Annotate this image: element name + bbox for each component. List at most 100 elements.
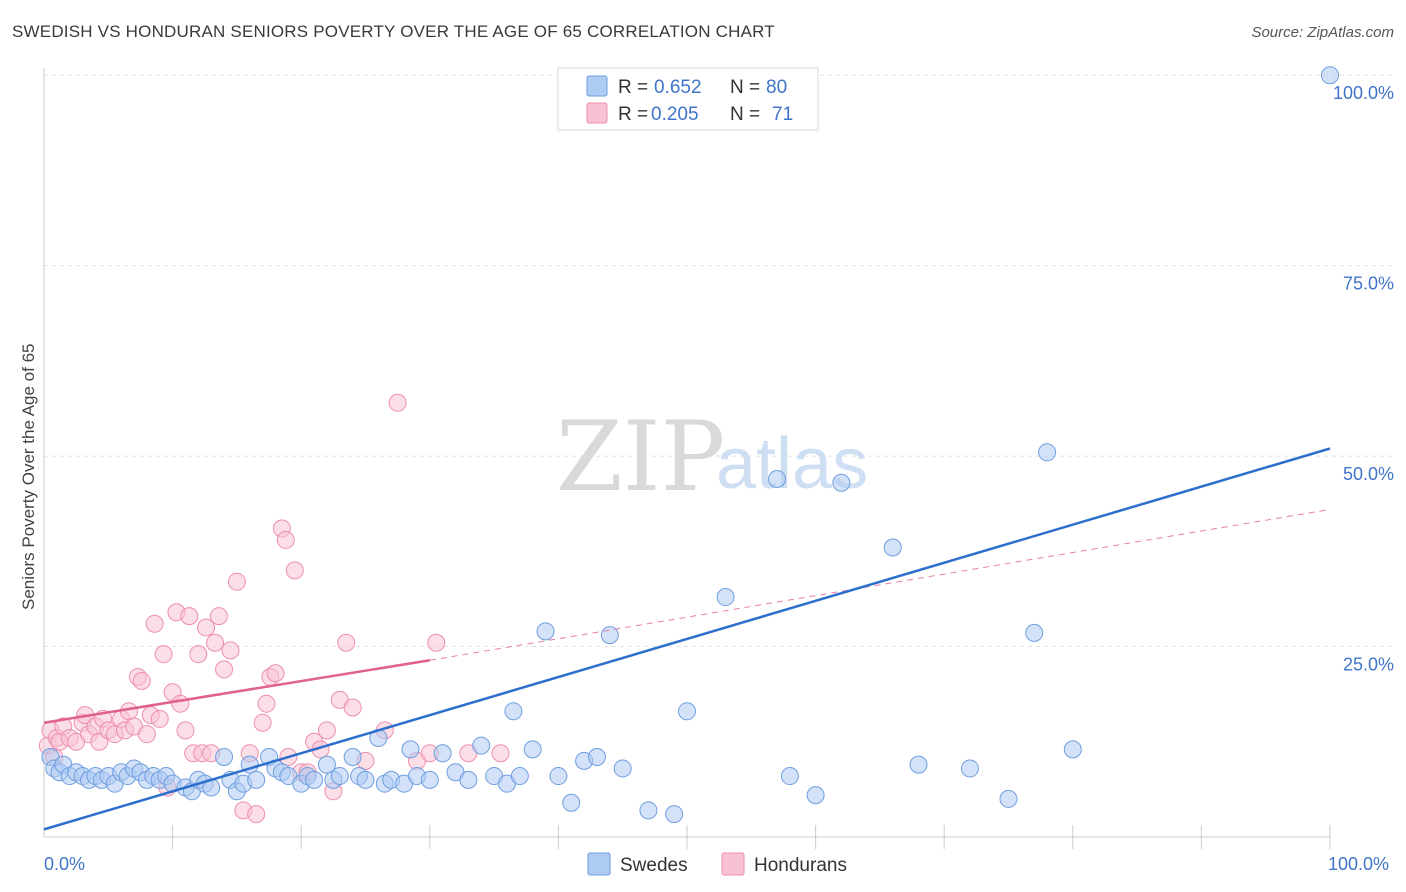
hondurans-point bbox=[427, 633, 446, 652]
watermark-atlas: atlas bbox=[716, 424, 868, 504]
legend-swedes-n-label: N = bbox=[730, 77, 760, 98]
watermark-zip: ZIP bbox=[556, 401, 725, 513]
legend-hondurans-r-value: 0.205 bbox=[651, 104, 699, 125]
swedes-point bbox=[806, 786, 825, 805]
swedes-point bbox=[472, 736, 491, 755]
swedes-point bbox=[1063, 740, 1082, 759]
swedes-point bbox=[401, 740, 420, 759]
swedes-point bbox=[883, 538, 902, 557]
legend-swatch-swedes bbox=[586, 75, 608, 97]
swedes-point bbox=[716, 588, 735, 607]
swedes-point bbox=[523, 740, 542, 759]
hondurans-point bbox=[150, 709, 169, 728]
legend-swedes-r-value: 0.652 bbox=[654, 77, 702, 98]
hondurans-point bbox=[388, 393, 407, 412]
hondurans-point bbox=[491, 744, 510, 763]
legend-swedes-r-label: R = bbox=[618, 77, 648, 98]
bottom-legend-swedes: Swedes bbox=[620, 855, 688, 876]
chart-source: Source: ZipAtlas.com bbox=[1251, 24, 1394, 41]
hondurans-point bbox=[276, 530, 295, 549]
bottom-legend: Swedes Hondurans bbox=[587, 852, 847, 876]
hondurans-point bbox=[132, 671, 151, 690]
swedes-point bbox=[960, 759, 979, 778]
swedes-point bbox=[832, 473, 851, 492]
swedes-point bbox=[215, 748, 234, 767]
trend-lines bbox=[43, 447, 1331, 831]
swedes-point bbox=[613, 759, 632, 778]
y-axis-label: Seniors Poverty Over the Age of 65 bbox=[19, 344, 38, 610]
x-tick-max: 100.0% bbox=[1328, 854, 1389, 874]
swedes-trend-line bbox=[43, 447, 1331, 831]
hondurans-point bbox=[317, 721, 336, 740]
swedes-point bbox=[536, 622, 555, 641]
y-tick-label: 25.0% bbox=[1343, 655, 1394, 675]
legend-hondurans-n-value: 71 bbox=[772, 104, 793, 125]
swedes-point bbox=[305, 770, 324, 789]
swedes-point bbox=[665, 805, 684, 824]
swedes-point bbox=[459, 770, 478, 789]
hondurans-point bbox=[189, 645, 208, 664]
swedes-point bbox=[510, 767, 529, 786]
hondurans-points bbox=[38, 393, 510, 824]
hondurans-point bbox=[257, 694, 276, 713]
hondurans-point bbox=[221, 641, 240, 660]
x-tick-min: 0.0% bbox=[44, 854, 85, 874]
hondurans-point bbox=[197, 618, 216, 637]
y-tick-label: 100.0% bbox=[1333, 83, 1394, 103]
chart-title: SWEDISH VS HONDURAN SENIORS POVERTY OVER… bbox=[12, 22, 775, 41]
hondurans-trend-line bbox=[43, 659, 430, 724]
swedes-point bbox=[562, 793, 581, 812]
hondurans-point bbox=[266, 664, 285, 683]
swedes-point bbox=[909, 755, 928, 774]
swedes-point bbox=[780, 767, 799, 786]
hondurans-point bbox=[180, 607, 199, 626]
y-tick-labels: 25.0% 50.0% 75.0% 100.0% bbox=[1333, 83, 1394, 674]
swedes-point bbox=[420, 770, 439, 789]
swedes-point bbox=[433, 744, 452, 763]
bottom-legend-swatch-swedes bbox=[587, 852, 611, 876]
swedes-point bbox=[504, 702, 523, 721]
bottom-legend-swatch-hondurans bbox=[721, 852, 745, 876]
legend-swedes-n-value: 80 bbox=[766, 77, 787, 98]
hondurans-point bbox=[337, 633, 356, 652]
swedes-point bbox=[317, 755, 336, 774]
hondurans-point bbox=[171, 694, 190, 713]
swedes-points bbox=[41, 66, 1339, 824]
hondurans-point bbox=[154, 645, 173, 664]
hondurans-point bbox=[206, 633, 225, 652]
hondurans-trend-extension bbox=[429, 508, 1331, 661]
legend-hondurans-r-label: R = bbox=[618, 104, 648, 125]
legend-swatch-hondurans bbox=[586, 102, 608, 124]
swedes-point bbox=[587, 748, 606, 767]
swedes-point bbox=[639, 801, 658, 820]
swedes-point bbox=[549, 767, 568, 786]
swedes-point bbox=[678, 702, 696, 721]
hondurans-point bbox=[145, 614, 164, 633]
swedes-point bbox=[1038, 443, 1057, 462]
hondurans-point bbox=[209, 607, 228, 626]
legend-box: R = 0.652 N = 80 R = 0.205 N = 71 bbox=[557, 67, 819, 131]
swedes-point bbox=[247, 770, 266, 789]
hondurans-point bbox=[176, 721, 195, 740]
swedes-point bbox=[356, 770, 375, 789]
hondurans-point bbox=[253, 713, 272, 732]
swedes-point bbox=[1321, 66, 1339, 85]
swedes-point bbox=[330, 767, 349, 786]
hondurans-point bbox=[137, 725, 156, 744]
bottom-legend-hondurans: Hondurans bbox=[754, 855, 847, 876]
hondurans-point bbox=[227, 572, 246, 591]
watermark: ZIP atlas bbox=[556, 401, 868, 513]
swedes-point bbox=[1025, 623, 1044, 642]
y-tick-label: 75.0% bbox=[1343, 274, 1394, 294]
grid-lines bbox=[43, 68, 1392, 849]
hondurans-point bbox=[285, 561, 304, 580]
hondurans-point bbox=[343, 698, 362, 717]
hondurans-point bbox=[119, 702, 138, 721]
swedes-point bbox=[768, 469, 787, 488]
hondurans-point bbox=[247, 805, 266, 824]
swedes-point bbox=[999, 789, 1018, 808]
y-tick-label: 50.0% bbox=[1343, 464, 1394, 484]
swedes-point bbox=[343, 748, 362, 767]
hondurans-point bbox=[215, 660, 234, 679]
